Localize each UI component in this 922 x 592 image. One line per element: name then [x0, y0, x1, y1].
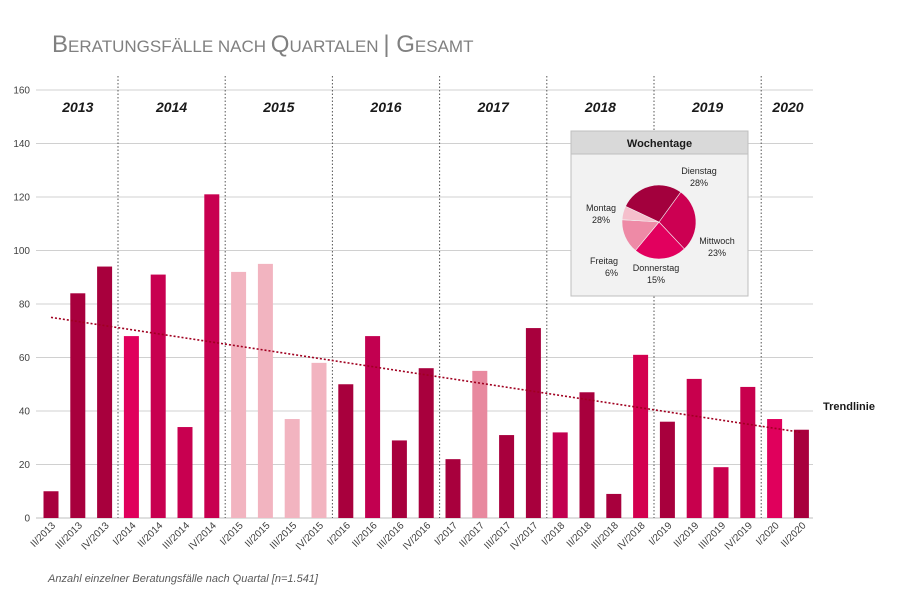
pie-pct-donnerstag: 15%	[647, 275, 665, 285]
x-tick-label: IV/2017	[508, 520, 540, 552]
bar-II/2013	[43, 491, 59, 518]
pie-label-mittwoch: Mittwoch	[699, 236, 735, 246]
pie-label-montag: Montag	[586, 203, 616, 213]
y-tick-label: 60	[19, 353, 31, 364]
x-tick-label: IV/2016	[401, 520, 433, 552]
x-tick-label: IV/2014	[187, 520, 219, 552]
year-label-2020: 2020	[771, 99, 803, 115]
x-tick-label: I/2016	[325, 520, 353, 548]
bar-IV/2013	[97, 266, 113, 518]
y-tick-label: 100	[13, 246, 30, 257]
title-rest-1: UARTALEN	[289, 37, 383, 56]
bar-IV/2018	[633, 354, 649, 518]
x-tick-label: I/2018	[540, 520, 568, 548]
bar-II/2017	[472, 370, 488, 518]
weekday-pie-inset: Wochentage Dienstag 28% Mittwoch 23% Donnerst…	[570, 130, 749, 297]
bar-IV/2015	[311, 362, 327, 518]
title-initial-1: Q	[271, 31, 290, 58]
trendline-label: Trendlinie	[823, 401, 875, 413]
y-tick-label: 40	[19, 407, 31, 418]
x-tick-label: IV/2013	[80, 520, 112, 552]
x-tick-label: I/2014	[111, 520, 139, 548]
year-dividers	[117, 76, 762, 518]
y-tick-label: 80	[19, 300, 31, 311]
year-label-2018: 2018	[584, 99, 616, 115]
bar-I/2020	[767, 419, 783, 518]
year-label-2013: 2013	[61, 99, 93, 115]
x-tick-label: IV/2019	[723, 520, 755, 552]
bar-II/2014	[150, 274, 166, 518]
pie-title: Wochentage	[627, 138, 692, 150]
bar-II/2016	[365, 336, 381, 518]
pie-pct-dienstag: 28%	[690, 178, 708, 188]
y-tick-label: 0	[24, 514, 30, 525]
bar-III/2015	[284, 419, 300, 518]
bar-III/2014	[177, 427, 193, 518]
bar-I/2017	[445, 459, 461, 518]
title-rest-0: ERATUNGSFÄLLE NACH	[68, 37, 271, 56]
bar-I/2014	[123, 336, 139, 518]
bar-II/2015	[257, 263, 273, 518]
bar-III/2017	[499, 435, 515, 518]
bar-II/2019	[686, 378, 702, 518]
y-axis: 0 20 40 60 80 100 120 140 160	[13, 86, 30, 525]
bar-I/2018	[552, 432, 568, 518]
chart-title: BERATUNGSFÄLLE NACH QUARTALEN | GESAMT	[52, 31, 473, 58]
chart-footnote: Anzahl einzelner Beratungsfälle nach Qua…	[47, 573, 319, 585]
bar-I/2019	[659, 421, 675, 518]
pie-pct-mittwoch: 23%	[708, 248, 726, 258]
year-label-2015: 2015	[262, 99, 294, 115]
pie-label-donnerstag: Donnerstag	[633, 263, 680, 273]
bar-I/2015	[231, 271, 247, 518]
trendline	[50, 316, 802, 434]
x-tick-label: IV/2018	[616, 520, 648, 552]
pie-pct-freitag: 6%	[605, 268, 618, 278]
bar-III/2019	[713, 467, 729, 518]
pie-panel-header	[570, 130, 749, 155]
title-initial-0: B	[52, 31, 68, 58]
bar-IV/2016	[418, 368, 434, 518]
x-tick-label: IV/2015	[294, 520, 326, 552]
title-initial-2: | G	[383, 31, 415, 58]
year-labels: 2013 2014 2015 2016 2017 2018 2019 2020	[61, 99, 804, 115]
pie-label-freitag: Freitag	[590, 256, 618, 266]
title-rest-2: ESAMT	[415, 37, 474, 56]
year-label-2017: 2017	[477, 99, 510, 115]
y-tick-label: 120	[13, 193, 30, 204]
pie-slice-mittwoch	[634, 221, 685, 260]
x-tick-label: I/2015	[218, 520, 246, 548]
x-tick-label: I/2020	[754, 520, 782, 548]
x-tick-label: II/2020	[779, 520, 809, 550]
pie-slice-montag	[625, 184, 682, 223]
pie-slice-dienstag	[658, 191, 697, 250]
x-tick-label: I/2019	[647, 520, 675, 548]
bar-I/2016	[338, 384, 354, 518]
y-tick-label: 140	[13, 139, 30, 150]
year-label-2019: 2019	[691, 99, 723, 115]
pie-pct-montag: 28%	[592, 215, 610, 225]
x-tick-label: I/2017	[433, 520, 461, 548]
bar-III/2018	[606, 493, 622, 518]
bar-IV/2017	[525, 328, 541, 518]
bar-III/2013	[70, 293, 86, 518]
bar-IV/2014	[204, 194, 220, 518]
bar-II/2018	[579, 392, 595, 518]
y-tick-label: 20	[19, 460, 31, 471]
bar-IV/2019	[740, 386, 756, 518]
bar-III/2016	[391, 440, 407, 518]
bar-II/2020	[793, 429, 809, 518]
year-label-2016: 2016	[369, 99, 401, 115]
pie-label-dienstag: Dienstag	[681, 166, 717, 176]
y-tick-label: 160	[13, 86, 30, 97]
year-label-2014: 2014	[155, 99, 187, 115]
bars	[43, 194, 809, 518]
